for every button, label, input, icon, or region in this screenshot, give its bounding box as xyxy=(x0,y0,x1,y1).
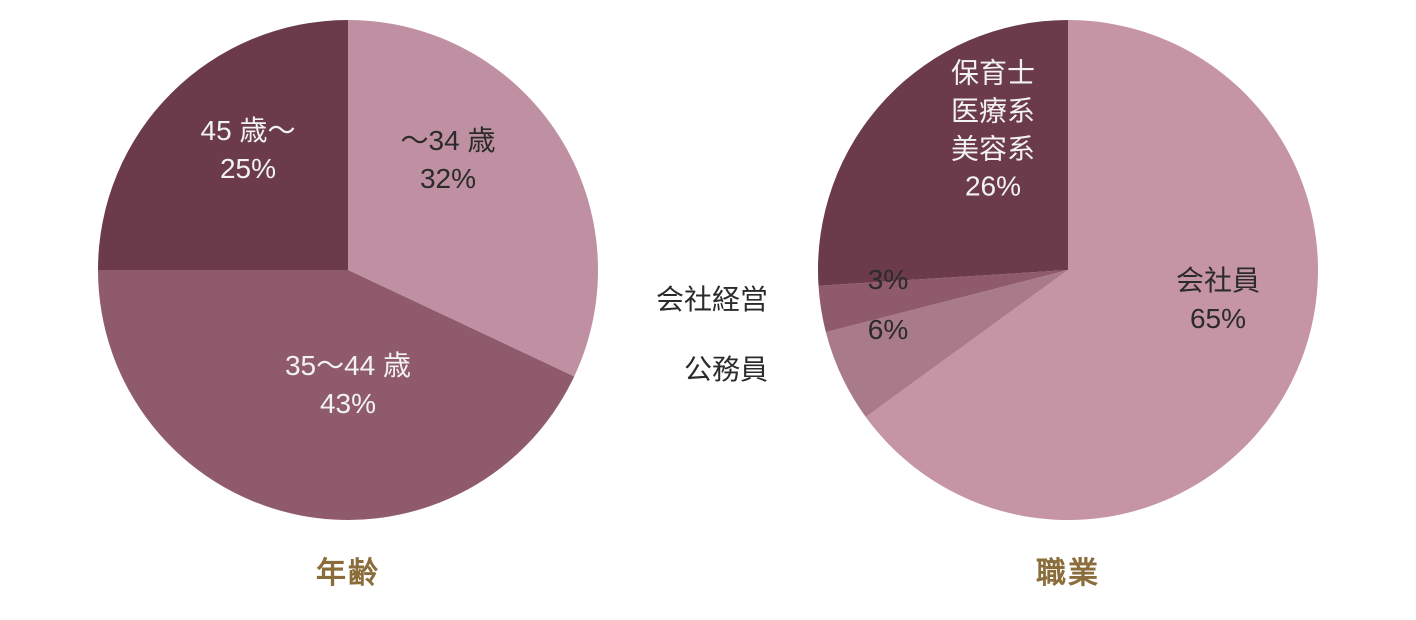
slice-label: 6% xyxy=(868,311,908,349)
charts-row: 〜34 歳32% 35〜44 歳43% 45 歳〜25% 年齢 会社員65% 6% 公務… xyxy=(0,0,1416,620)
occupation-pie-chart: 会社員65%6%公務員3%会社経営保育士医療系美容系26% xyxy=(808,10,1328,530)
slice-label: 保育士医療系美容系26% xyxy=(951,54,1035,205)
age-chart-block: 〜34 歳32% 35〜44 歳43% 45 歳〜25% 年齢 xyxy=(88,10,608,592)
age-chart-title: 年齢 xyxy=(316,548,380,592)
occupation-chart-title: 職業 xyxy=(1036,548,1100,592)
slice-external-label: 公務員 xyxy=(684,352,768,388)
slice-label: 3% xyxy=(868,261,908,299)
slice-label: 35〜44 歳43% xyxy=(285,347,411,423)
slice-label: 45 歳〜25% xyxy=(201,112,296,188)
slice-label: 〜34 歳32% xyxy=(401,122,496,198)
occupation-chart-block: 会社員65%6%公務員3%会社経営保育士医療系美容系26% 職業 xyxy=(808,10,1328,592)
slice-external-label: 会社経営 xyxy=(656,282,768,318)
slice-label: 会社員65% xyxy=(1176,262,1260,338)
age-pie-chart: 〜34 歳32% 35〜44 歳43% 45 歳〜25% xyxy=(88,10,608,530)
